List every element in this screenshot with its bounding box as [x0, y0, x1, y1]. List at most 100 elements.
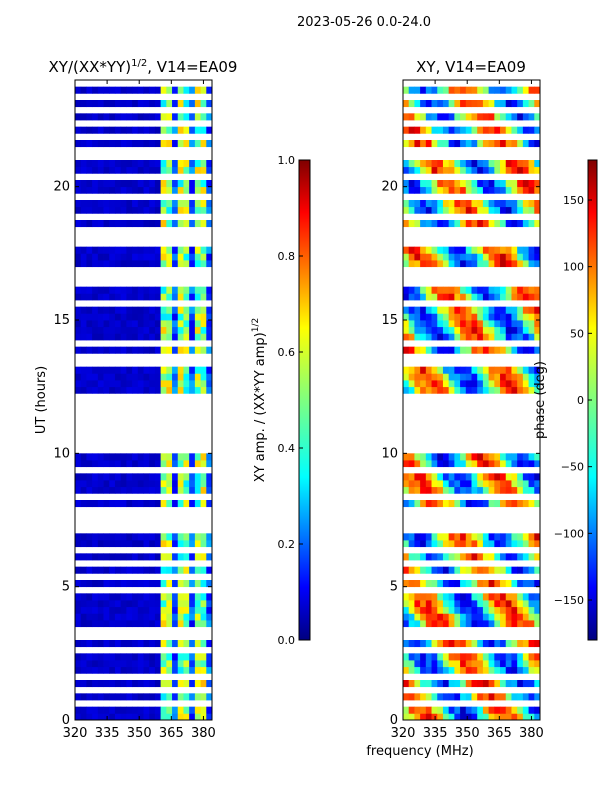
heatmap-cell: [528, 166, 535, 174]
heatmap-cell: [80, 500, 87, 508]
heatmap-cell: [177, 326, 184, 334]
heatmap-cell: [189, 260, 196, 268]
heatmap-cell: [517, 660, 524, 668]
heatmap-cell: [528, 606, 535, 614]
heatmap-cell: [166, 453, 173, 461]
heatmap-cell: [460, 640, 467, 648]
heatmap-cell: [488, 126, 495, 134]
heatmap-cell: [132, 326, 139, 334]
heatmap-cell: [528, 660, 535, 668]
heatmap-cell: [408, 326, 415, 334]
heatmap-cell: [408, 533, 415, 541]
heatmap-cell: [460, 480, 467, 488]
heatmap-cell: [408, 160, 415, 168]
heatmap-cell: [522, 313, 529, 321]
heatmap-cell: [166, 680, 173, 688]
heatmap-cell: [149, 566, 156, 574]
heatmap-cell: [517, 220, 524, 228]
heatmap-cell: [460, 140, 467, 148]
heatmap-cell: [511, 660, 518, 668]
heatmap-cell: [97, 260, 104, 268]
heatmap-cell: [154, 460, 162, 468]
heatmap-cell: [200, 600, 207, 608]
heatmap-cell: [166, 473, 173, 481]
heatmap-cell: [166, 660, 173, 668]
heatmap-cell: [420, 113, 427, 121]
heatmap-cell: [177, 346, 184, 354]
heatmap-cell: [460, 260, 467, 268]
heatmap-cell: [477, 473, 484, 481]
heatmap-cell: [505, 580, 512, 588]
heatmap-cell: [154, 473, 162, 481]
heatmap-cell: [75, 566, 82, 574]
heatmap-cell: [160, 593, 167, 601]
heatmap-cell: [425, 286, 432, 294]
heatmap-cell: [120, 166, 127, 174]
heatmap-cell: [477, 200, 484, 208]
heatmap-cell: [528, 680, 535, 688]
heatmap-cell: [465, 140, 472, 148]
heatmap-cell: [109, 346, 116, 354]
heatmap-cell: [477, 713, 484, 720]
heatmap-cell: [505, 253, 512, 261]
heatmap-cell: [120, 320, 127, 328]
heatmap-cell: [482, 186, 490, 194]
heatmap-cell: [408, 460, 415, 468]
heatmap-cell: [403, 533, 410, 541]
heatmap-cell: [80, 126, 87, 134]
heatmap-cell: [448, 540, 455, 548]
heatmap-cell: [488, 460, 495, 468]
heatmap-cell: [183, 660, 190, 668]
heatmap-cell: [442, 660, 450, 668]
heatmap-cell: [154, 706, 162, 714]
heatmap-cell: [465, 373, 472, 381]
heatmap-cell: [200, 160, 207, 168]
heatmap-cell: [97, 206, 104, 214]
heatmap-cell: [494, 246, 501, 254]
heatmap-cell: [149, 186, 156, 194]
heatmap-cell: [80, 140, 87, 148]
heatmap-cell: [528, 140, 535, 148]
heatmap-cell: [442, 386, 450, 394]
heatmap-cell: [414, 206, 421, 214]
heatmap-cell: [160, 386, 167, 394]
heatmap-cell: [143, 693, 150, 701]
heatmap-cell: [505, 666, 512, 674]
heatmap-cell: [420, 86, 427, 94]
heatmap-cell: [109, 666, 116, 674]
cb2-tick-label: −50: [561, 461, 584, 474]
heatmap-cell: [206, 293, 212, 301]
heatmap-cell: [183, 386, 190, 394]
heatmap-cell: [120, 713, 127, 720]
heatmap-cell: [448, 293, 455, 301]
heatmap-cell: [500, 113, 507, 121]
heatmap-cell: [103, 200, 110, 208]
heatmap-cell: [460, 500, 467, 508]
heatmap-cell: [154, 486, 162, 494]
heatmap-cell: [494, 473, 501, 481]
heatmap-cell: [465, 693, 472, 701]
heatmap-cell: [80, 200, 87, 208]
y-tick-label: 15: [381, 313, 398, 328]
heatmap-cell: [477, 306, 484, 314]
heatmap-cell: [132, 313, 139, 321]
heatmap-cell: [160, 260, 167, 268]
heatmap-cell: [97, 713, 104, 720]
heatmap-cell: [80, 320, 87, 328]
heatmap-cell: [97, 333, 104, 341]
heatmap-cell: [75, 666, 82, 674]
heatmap-cell: [477, 693, 484, 701]
heatmap-cell: [408, 366, 415, 374]
heatmap-cell: [431, 500, 438, 508]
heatmap-cell: [425, 206, 432, 214]
heatmap-cell: [143, 100, 150, 108]
heatmap-cell: [511, 680, 518, 688]
heatmap-cell: [154, 500, 162, 508]
heatmap-cell: [75, 366, 82, 374]
heatmap-cell: [137, 100, 144, 108]
heatmap-cell: [431, 613, 438, 621]
heatmap-cell: [200, 366, 207, 374]
heatmap-cell: [200, 593, 207, 601]
heatmap-cell: [172, 320, 179, 328]
